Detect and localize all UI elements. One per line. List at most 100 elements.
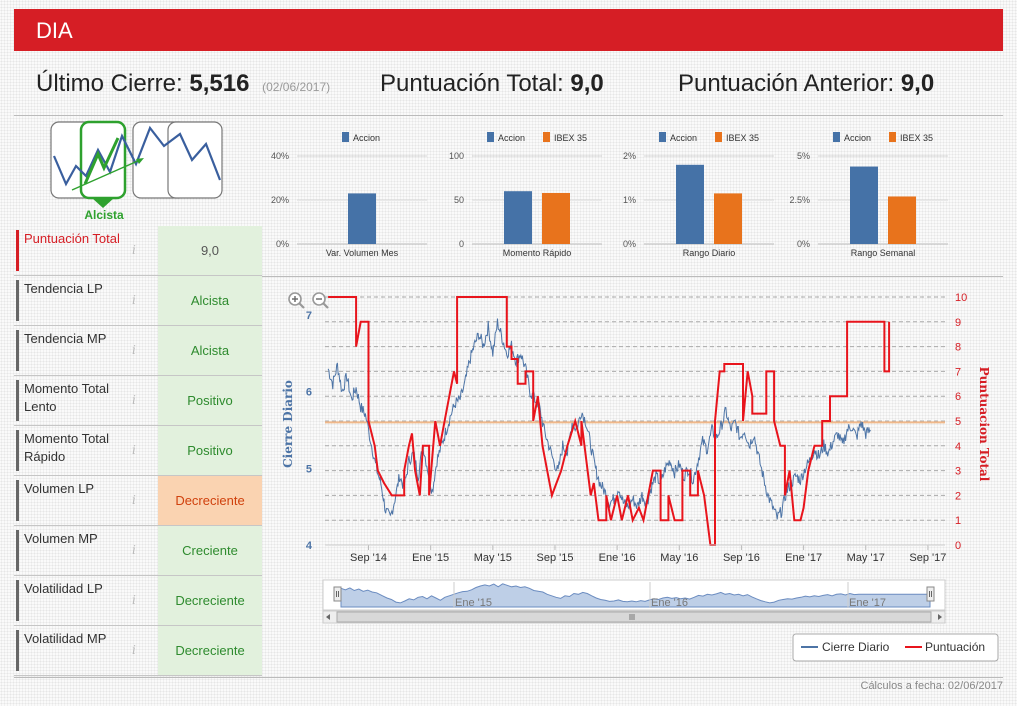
legend: Cierre Diario Puntuación <box>792 633 999 662</box>
indicator-row-volumen-mp: Volumen MP i Creciente <box>14 526 262 576</box>
y-tick-label: 5% <box>797 151 810 161</box>
y-tick-label: 20% <box>271 195 289 205</box>
previous-score-label: Puntuación Anterior: <box>678 70 895 97</box>
y2-axis-title: Puntuacion Total <box>977 367 991 482</box>
indicator-value: Decreciente <box>158 626 262 675</box>
indicator-value: Alcista <box>158 326 262 375</box>
legend-label[interactable]: IBEX 35 <box>900 133 933 143</box>
zoom-out-icon[interactable] <box>312 292 329 309</box>
navigator-area <box>340 583 931 608</box>
navigator-right-handle[interactable] <box>926 586 935 602</box>
y-axis-title: Cierre Diario <box>281 380 295 468</box>
x-tick-label: Sep '14 <box>350 552 387 564</box>
indicator-value: Positivo <box>158 376 262 425</box>
info-icon[interactable]: i <box>132 343 136 357</box>
x-tick-label: Sep '16 <box>723 552 760 564</box>
indicator-panel: Alcista Puntuación Total i 9,0 Tendencia… <box>14 116 262 678</box>
bar-chart-2: Accion IBEX 35 100 50 0 Momento Rápido <box>449 132 602 258</box>
bar-charts: Accion 40% 20% 0% Var. Volumen Mes Accion IBEX… <box>271 132 948 258</box>
chart-title: Rango Diario <box>683 248 736 258</box>
indicator-value: Alcista <box>158 276 262 325</box>
y2-tick-label: 2 <box>955 490 961 502</box>
y-tick-label: 0% <box>797 239 810 249</box>
info-icon[interactable]: i <box>132 493 136 507</box>
indicator-label: Momento Total Lento <box>16 380 142 421</box>
legend-swatch <box>342 132 349 142</box>
legend-swatch <box>833 132 840 142</box>
last-close-label: Último Cierre: <box>36 70 183 97</box>
zoom-controls <box>288 292 329 309</box>
x-tick-label: Sep '15 <box>536 552 573 564</box>
legend-label[interactable]: Accion <box>498 133 525 143</box>
indicator-label: Volatilidad LP <box>16 580 142 621</box>
series-line-cierre-diario <box>327 318 871 520</box>
y-tick-label: 2% <box>623 151 636 161</box>
indicator-label: Volatilidad MP <box>16 630 142 671</box>
x-tick-label: May '17 <box>847 552 885 564</box>
section-divider <box>262 276 1003 277</box>
legend-label[interactable]: IBEX 35 <box>726 133 759 143</box>
info-icon[interactable]: i <box>132 593 136 607</box>
bar-chart-1: Accion 40% 20% 0% Var. Volumen Mes <box>271 132 427 258</box>
legend-label[interactable]: Accion <box>670 133 697 143</box>
indicator-row-tendencia-mp: Tendencia MP i Alcista <box>14 326 262 376</box>
info-icon[interactable]: i <box>132 443 136 457</box>
info-icon[interactable]: i <box>132 243 136 257</box>
y2-tick-label: 7 <box>955 366 961 378</box>
legend-label[interactable]: Accion <box>353 133 380 143</box>
indicator-row-volatilidad-lp: Volatilidad LP i Decreciente <box>14 576 262 626</box>
indicator-label: Volumen MP <box>16 530 142 571</box>
info-icon[interactable]: i <box>132 543 136 557</box>
bar <box>504 191 532 244</box>
x-tick-label: Ene '16 <box>599 552 636 564</box>
y-tick-label: 4 <box>306 540 313 552</box>
y2-tick-label: 3 <box>955 466 961 478</box>
legend-swatch <box>715 132 722 142</box>
scroll-right-icon[interactable] <box>938 614 942 620</box>
y2-tick-label: 6 <box>955 391 961 403</box>
navigator-left-handle[interactable] <box>333 586 342 602</box>
info-icon[interactable]: i <box>132 293 136 307</box>
zoom-in-icon[interactable] <box>288 292 305 309</box>
legend-label[interactable]: IBEX 35 <box>554 133 587 143</box>
legend-label[interactable]: Accion <box>844 133 871 143</box>
y-tick-label: 0% <box>276 239 289 249</box>
y2-tick-label: 0 <box>955 540 961 552</box>
bar <box>542 192 570 244</box>
last-close-value: 5,516 <box>189 70 250 97</box>
indicator-row-momento-total-lento: Momento Total Lento i Positivo <box>14 376 262 426</box>
legend-swatch <box>889 132 896 142</box>
page-title: DIA <box>36 18 73 43</box>
legend-label[interactable]: Puntuación <box>925 640 985 654</box>
scrollbar[interactable] <box>322 610 946 624</box>
indicator-value: Positivo <box>158 426 262 475</box>
indicator-label: Volumen LP <box>16 480 142 521</box>
x-tick-label: May '16 <box>660 552 698 564</box>
y2-tick-label: 10 <box>955 292 967 304</box>
indicator-row-volatilidad-mp: Volatilidad MP i Decreciente <box>14 626 262 676</box>
y-tick-label: 40% <box>271 151 289 161</box>
indicator-row-tendencia-lp: Tendencia LP i Alcista <box>14 276 262 326</box>
y-tick-label: 50 <box>454 195 464 205</box>
info-icon[interactable]: i <box>132 393 136 407</box>
bar <box>676 164 704 244</box>
x-tick-label: Sep '17 <box>909 552 946 564</box>
indicator-value: 9,0 <box>158 226 262 275</box>
y-tick-label: 1% <box>623 195 636 205</box>
y-tick-label: 0 <box>459 239 464 249</box>
navigator[interactable]: Ene '15 Ene '16 Ene '17 <box>322 579 946 611</box>
previous-score-value: 9,0 <box>900 70 935 97</box>
y-tick-label: 7 <box>306 310 312 322</box>
last-close: Último Cierre: 5,516 (02/06/2017) <box>36 70 330 98</box>
y-tick-label: 100 <box>449 151 464 161</box>
scroll-left-icon[interactable] <box>326 614 330 620</box>
legend-label[interactable]: Cierre Diario <box>822 640 890 654</box>
bar <box>348 193 376 244</box>
y-tick-label: 2.5% <box>789 195 810 205</box>
y2-tick-label: 5 <box>955 416 961 428</box>
indicator-row-puntuacion-total: Puntuación Total i 9,0 <box>14 226 262 276</box>
chart-title: Momento Rápido <box>503 248 572 258</box>
info-icon[interactable]: i <box>132 643 136 657</box>
bar <box>850 166 878 244</box>
